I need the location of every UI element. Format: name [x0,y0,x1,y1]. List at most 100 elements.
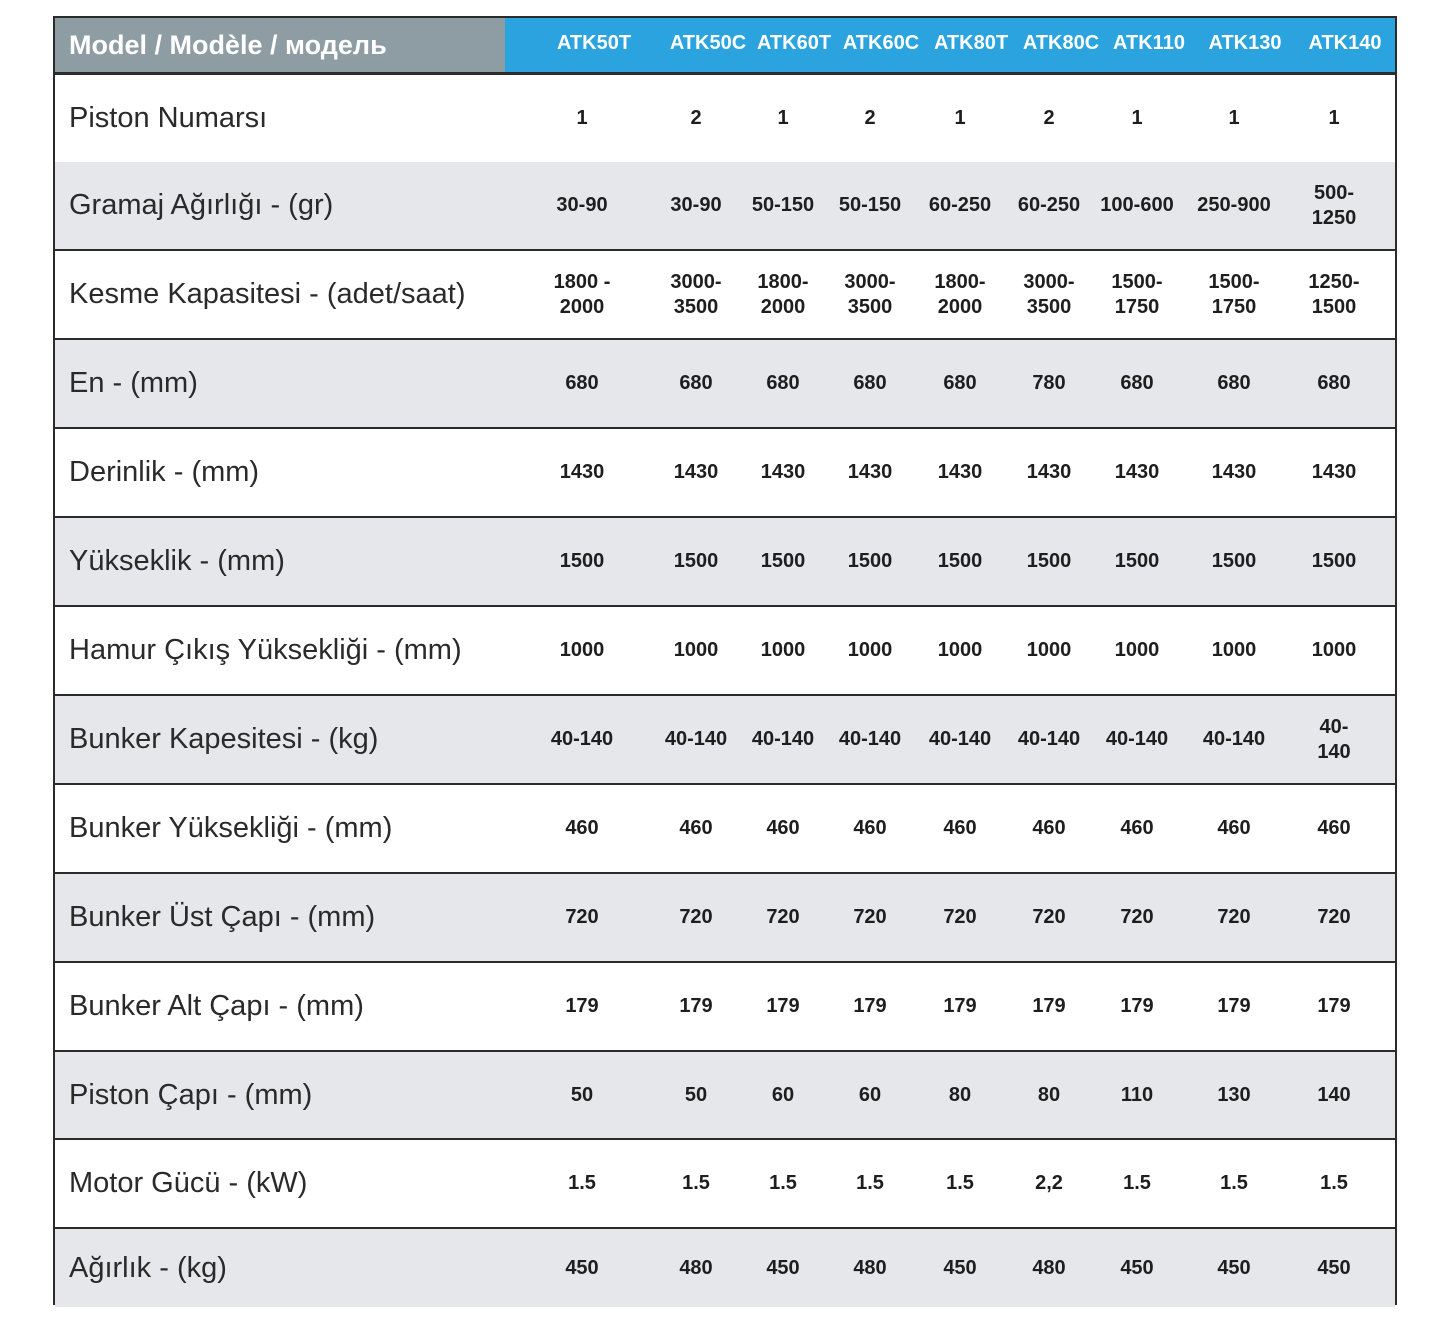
table-cell: 50 [570,1083,594,1106]
table-cell: 720 [1217,906,1251,928]
table-cell: 460 [1217,817,1251,839]
table-cell: 1500 [937,550,983,572]
table-cell: 179 [1217,995,1251,1017]
table-cell: 40-140 [1105,728,1169,750]
table-cell: 680 [853,372,887,394]
table-cell: 60 [858,1083,882,1106]
table-cell: 1500- 1750 [1111,270,1163,318]
table-cell: 1 [1228,107,1240,129]
table-cell: 179 [1120,995,1154,1017]
table-cell: 1500 [673,550,719,572]
table-cell: 1000 [937,639,983,661]
table-cell: 250-900 [1197,194,1271,216]
table-cell: 40-140 [1202,728,1266,750]
table-cell: 140 [1317,1083,1351,1106]
table-cell: 1250- 1500 [1308,270,1360,318]
table-cell: 1.5 [946,1172,974,1194]
table-cell: 720 [679,906,713,928]
table-cell: 1430 [1211,461,1257,483]
table-cell: 1.5 [856,1172,884,1194]
table-cell: 680 [679,372,713,394]
table-cell: 1800- 2000 [934,270,986,318]
table-cell: 460 [1120,817,1154,839]
table-cell: 480 [1032,1256,1066,1279]
model-header-atk50c: ATK50C [669,32,747,54]
table-cell: 450 [565,1256,599,1279]
table-cell: 1.5 [682,1172,710,1194]
table-cell: 1430 [1114,461,1160,483]
table-cell: 1 [954,107,966,129]
table-row: Derinlik - (mm) 1430 1430 1430 1430 1430 1430 1… [55,429,1395,518]
table-row: Bunker Kapesitesi - (kg) 40-140 40-140 40-1… [55,696,1395,785]
table-cell: 780 [1032,372,1066,394]
table-cell: 3000- 3500 [1023,270,1075,318]
table-cell: 1430 [1311,461,1357,483]
table-cell: 1.5 [568,1172,596,1194]
row-label: Kesme Kapasitesi - (adet/saat) [69,278,466,310]
table-cell: 680 [1217,372,1251,394]
header-title: Model / Modèle / модель [55,18,505,72]
table-cell: 450 [1120,1256,1154,1279]
table-cell: 1000 [1114,639,1160,661]
table-row: Piston Çapı - (mm) 50 50 60 60 80 80 110 130 140 [55,1052,1395,1140]
table-cell: 40-140 [751,728,815,750]
model-header-atk80c: ATK80C [1022,32,1100,54]
table-cell: 60 [771,1083,795,1106]
table-cell: 1800 - 2000 [553,270,611,318]
table-cell: 3000- 3500 [670,270,722,318]
table-cell: 1430 [673,461,719,483]
table-cell: 1500 [1114,550,1160,572]
table-cell: 680 [1120,372,1154,394]
table-cell: 680 [766,372,800,394]
table-row: Ağırlık - (kg) 450 480 450 480 450 480 450 450 45… [55,1229,1395,1307]
model-header-atk60c: ATK60C [842,32,920,54]
table-cell: 720 [1317,906,1351,928]
model-header-atk130: ATK130 [1208,32,1282,54]
table-cell: 1500- 1750 [1208,270,1260,318]
row-label: Bunker Yüksekliği - (mm) [69,812,393,844]
table-cell: 480 [853,1256,887,1279]
table-row: Hamur Çıkış Yüksekliği - (mm) 1000 1000 100… [55,607,1395,696]
table-cell: 1.5 [1220,1172,1248,1194]
table-row: Kesme Kapasitesi - (adet/saat) 1800 - 200… [55,251,1395,340]
table-cell: 50-150 [838,194,902,216]
table-row: En - (mm) 680 680 680 680 680 780 680 680 680 [55,340,1395,429]
table-row: Piston Numarsı 1 2 1 2 1 2 1 1 1 [55,75,1395,164]
table-cell: 40-140 [550,728,614,750]
table-cell: 179 [565,995,599,1017]
table-cell: 30-90 [556,194,608,216]
model-header-atk80t: ATK80T [933,32,1009,54]
row-label: Motor Gücü - (kW) [69,1167,308,1199]
table-cell: 2 [1043,107,1055,129]
table-cell: 500-1250 [1311,181,1357,229]
model-header-atk50t: ATK50T [556,32,632,54]
model-header-atk110: ATK110 [1113,32,1185,54]
row-label: Bunker Üst Çapı - (mm) [69,901,376,933]
table-cell: 680 [943,372,977,394]
table-cell: 1.5 [1320,1172,1348,1194]
table-cell: 460 [1317,817,1351,839]
table-cell: 1000 [559,639,605,661]
model-header-cells: ATK50T ATK50C ATK60T ATK60C ATK80T ATK80C ATK1… [505,18,1395,72]
row-label: Hamur Çıkış Yüksekliği - (mm) [69,634,462,666]
table-cell: 2 [864,107,876,129]
table-cell: 80 [1037,1083,1061,1106]
table-cell: 680 [565,372,599,394]
table-row: Motor Gücü - (kW) 1.5 1.5 1.5 1.5 1.5 2,2 1.5 1.… [55,1140,1395,1229]
table-cell: 1 [576,107,588,129]
header-row: Model / Modèle / модель ATK50T ATK50C ATK6… [55,18,1395,75]
table-cell: 1500 [1026,550,1072,572]
table-cell: 1000 [1311,639,1357,661]
table-cell: 1000 [673,639,719,661]
table-cell: 720 [1032,906,1066,928]
table-cell: 1430 [559,461,605,483]
spec-table: Model / Modèle / модель ATK50T ATK50C ATK6… [53,16,1397,1307]
table-cell: 1800- 2000 [757,270,809,318]
table-cell: 179 [1032,995,1066,1017]
table-cell: 460 [766,817,800,839]
row-label: Piston Numarsı [69,102,268,134]
table-cell: 1000 [1026,639,1072,661]
table-cell: 1 [1131,107,1143,129]
table-cell: 1000 [847,639,893,661]
table-cell: 1.5 [769,1172,797,1194]
